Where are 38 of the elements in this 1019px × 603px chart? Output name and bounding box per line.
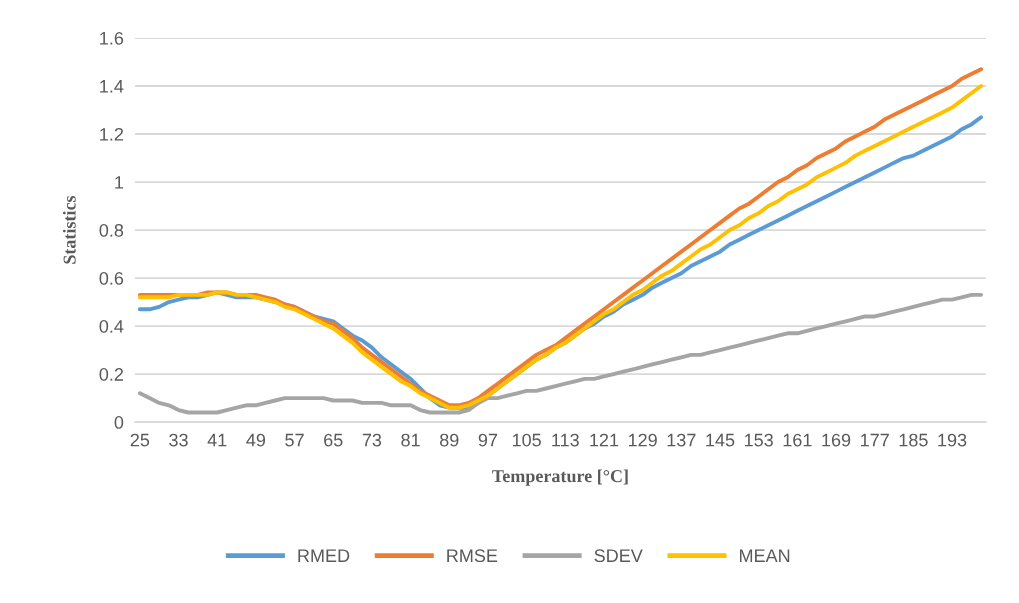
x-axis-title: Temperature [°C] [492, 469, 628, 486]
y-tick-label: 0.8 [99, 223, 124, 237]
x-tick-label: 89 [440, 433, 459, 447]
x-tick-label: 49 [246, 433, 266, 447]
x-tick-label: 97 [478, 433, 498, 447]
x-tick-label: 129 [628, 433, 657, 447]
x-tick-label: 33 [169, 433, 188, 447]
legend-label: RMSE [447, 549, 498, 563]
y-tick-label: 1.4 [100, 80, 124, 93]
y-tick-label: 0.4 [99, 320, 124, 333]
x-tick-label: 145 [706, 433, 735, 447]
y-tick-label: 0.6 [99, 271, 124, 285]
x-tick-label: 57 [285, 433, 304, 447]
legend-label: MEAN [739, 549, 790, 562]
x-tick-label: 41 [207, 433, 227, 447]
x-tick-label: 105 [512, 433, 541, 447]
y-tick-label: 1.6 [100, 31, 124, 45]
x-tick-label: 137 [667, 433, 696, 447]
x-tick-label: 193 [938, 433, 967, 447]
legend-label: SDEV [594, 549, 643, 563]
x-tick-label: 65 [324, 433, 343, 447]
line-series [137, 292, 983, 415]
y-axis-title: Statistics [62, 195, 76, 264]
y-tick-label: 1 [115, 176, 124, 189]
x-tick-label: 169 [822, 433, 851, 447]
x-tick-label: 177 [861, 433, 889, 447]
x-tick-label: 81 [401, 433, 420, 447]
x-tick-label: 153 [744, 433, 773, 447]
x-tick-label: 25 [130, 433, 150, 447]
x-tick-label: 73 [362, 433, 382, 447]
x-tick-label: 185 [899, 433, 928, 447]
x-tick-label: 121 [590, 433, 619, 447]
y-tick-label: 1.2 [100, 127, 123, 141]
y-tick-label: 0 [114, 416, 124, 429]
x-tick-label: 161 [783, 433, 812, 447]
legend-label: RMED [298, 549, 350, 562]
x-tick-label: 113 [552, 433, 579, 447]
y-tick-label: 0.2 [99, 368, 123, 381]
